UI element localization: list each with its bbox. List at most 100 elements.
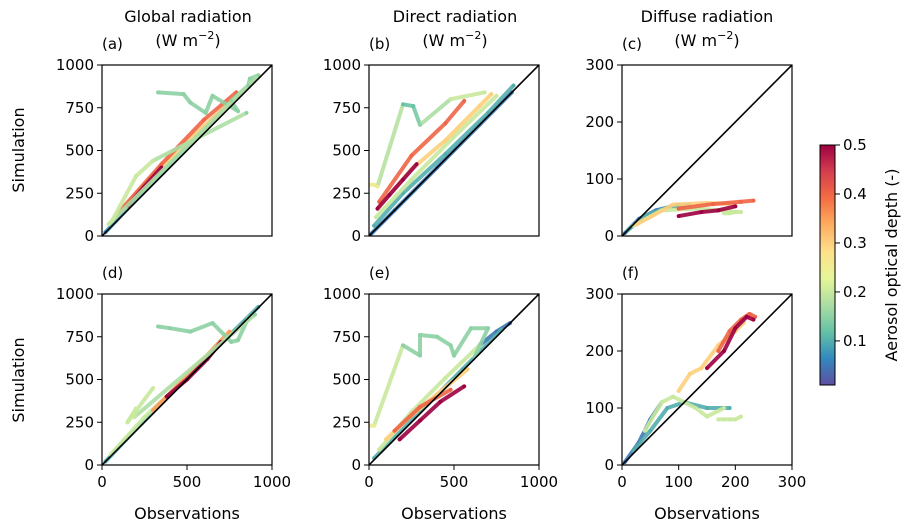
series-segment xyxy=(377,153,414,204)
series-segment xyxy=(125,386,155,425)
series-segment xyxy=(375,102,405,189)
data-point xyxy=(401,177,405,182)
series-segment xyxy=(156,90,186,97)
x-tick-label: 300 xyxy=(778,473,807,491)
y-tick-label: 750 xyxy=(332,328,361,346)
y-tick-label: 500 xyxy=(332,371,361,389)
plot-area xyxy=(102,65,272,236)
data-point xyxy=(722,417,726,422)
series-segment xyxy=(733,314,749,331)
identity-line xyxy=(102,65,272,236)
data-point xyxy=(443,138,448,143)
series-segment xyxy=(722,326,738,353)
data-point xyxy=(418,405,422,409)
panel-letter: (f) xyxy=(622,264,639,282)
y-tick-label: 1000 xyxy=(323,285,361,303)
series xyxy=(397,384,467,442)
data-point xyxy=(156,324,160,329)
row1-ylabel: Simulation xyxy=(9,107,28,192)
data-point xyxy=(486,111,490,115)
y-tick-label: 0 xyxy=(84,227,94,245)
data-point xyxy=(246,83,250,88)
y-tick-label: 250 xyxy=(332,184,361,202)
x-axis-label: Observations xyxy=(134,504,240,523)
data-point xyxy=(448,97,453,101)
series-segment xyxy=(676,371,692,393)
axes-frame xyxy=(621,293,793,466)
data-point xyxy=(676,206,681,211)
series-segment xyxy=(648,406,670,433)
data-point xyxy=(705,414,709,419)
data-point xyxy=(443,152,448,156)
series-segment xyxy=(477,92,494,109)
data-point xyxy=(452,353,456,358)
colorbar: 0.1 0.2 0.3 0.4 0.5 Aerosol optical depth (-… xyxy=(819,136,901,386)
data-point xyxy=(132,415,137,419)
y-tick-label: 500 xyxy=(65,142,94,160)
data-point xyxy=(244,111,249,115)
data-point xyxy=(181,92,186,96)
series-segment xyxy=(372,191,405,228)
y-tick-label: 1000 xyxy=(323,56,361,74)
data-point xyxy=(229,99,233,103)
data-point xyxy=(739,210,743,214)
series xyxy=(117,90,239,215)
data-point xyxy=(387,193,392,197)
series-segment xyxy=(372,343,405,428)
data-point xyxy=(489,92,494,96)
data-point xyxy=(448,387,453,392)
identity-line xyxy=(102,294,272,465)
y-tick-label: 1000 xyxy=(56,285,94,303)
y-tick-label: 1000 xyxy=(56,56,94,74)
plot-area xyxy=(102,294,272,465)
data-point xyxy=(733,204,738,209)
series-segment xyxy=(665,400,687,410)
data-point xyxy=(188,100,193,105)
series-segment xyxy=(452,326,473,358)
column-title-diffuse: Diffuse radiation xyxy=(641,7,774,26)
series xyxy=(705,314,756,371)
y-tick-label: 300 xyxy=(585,56,614,74)
data-point xyxy=(435,334,439,339)
data-point xyxy=(744,315,749,319)
panel-letter: (a) xyxy=(102,35,123,53)
series-segment xyxy=(188,321,215,334)
series-segment xyxy=(409,121,448,158)
plot-area xyxy=(622,294,792,465)
data-point xyxy=(482,90,487,95)
data-point xyxy=(409,177,414,182)
series xyxy=(372,83,516,228)
x-tick-label: 100 xyxy=(664,473,693,491)
series-segment xyxy=(392,404,422,433)
panel-d: 0 250 500 750 1000 0 500 1000 Observations (d) xyxy=(56,264,291,523)
series xyxy=(375,162,419,211)
data-point xyxy=(375,184,380,189)
column-unit-global: (W m−2) xyxy=(155,29,220,50)
panel-letter: (e) xyxy=(369,264,390,282)
y-tick-label: 250 xyxy=(65,413,94,431)
data-point xyxy=(665,406,670,410)
identity-line xyxy=(369,65,539,236)
data-point xyxy=(151,386,155,390)
data-point xyxy=(151,158,155,163)
y-tick-label: 200 xyxy=(585,342,614,360)
data-point xyxy=(414,162,419,166)
data-point xyxy=(671,202,675,207)
series-segment xyxy=(448,90,487,102)
series xyxy=(716,414,743,422)
panel-letter: (c) xyxy=(622,35,642,53)
series-segment xyxy=(202,90,239,122)
series-segment xyxy=(443,343,482,380)
data-point xyxy=(229,340,233,344)
series-segment xyxy=(659,394,675,405)
data-point xyxy=(375,206,380,211)
y-tick-label: 0 xyxy=(604,456,614,474)
data-point xyxy=(142,415,147,419)
series-segment xyxy=(372,409,422,461)
data-point xyxy=(203,111,208,115)
series-segment xyxy=(418,399,443,423)
data-point xyxy=(369,423,373,428)
colorbar-tick-label: 0.5 xyxy=(843,136,867,154)
series xyxy=(369,326,490,428)
